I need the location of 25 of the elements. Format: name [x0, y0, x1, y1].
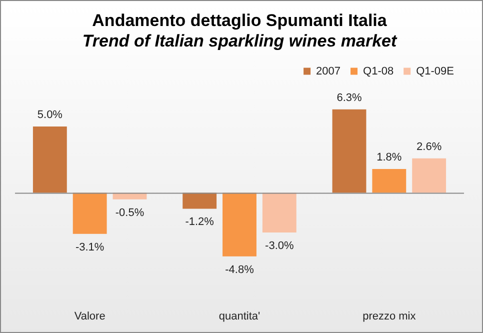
bar [182, 192, 217, 209]
legend-label: 2007 [316, 65, 341, 78]
x-tick-label: quantita' [218, 310, 260, 322]
bar [262, 192, 296, 233]
legend-label: Q1-09E [416, 65, 454, 78]
chart-title: Andamento dettaglio Spumanti Italia [92, 10, 388, 30]
data-label: -1.2% [185, 216, 214, 228]
data-label: -4.8% [225, 264, 254, 276]
data-label: 1.8% [376, 151, 402, 164]
bar [332, 109, 366, 193]
x-tick-label: Valore [74, 310, 106, 322]
bar [72, 192, 107, 234]
bar [372, 168, 406, 193]
data-label: 5.0% [37, 109, 63, 122]
data-label: -3.1% [75, 241, 104, 254]
x-tick-label: prezzo mix [362, 310, 416, 322]
data-label: 2.6% [416, 140, 442, 153]
bar [32, 126, 67, 193]
chart-subtitle: Trend of Italian sparkling wines market [82, 31, 398, 50]
legend-label: Q1-08 [363, 65, 394, 78]
data-label: -3.0% [265, 240, 294, 252]
data-label: 6.3% [336, 92, 362, 104]
bar [222, 192, 256, 256]
bar [412, 158, 446, 193]
data-label: -0.5% [115, 206, 144, 219]
